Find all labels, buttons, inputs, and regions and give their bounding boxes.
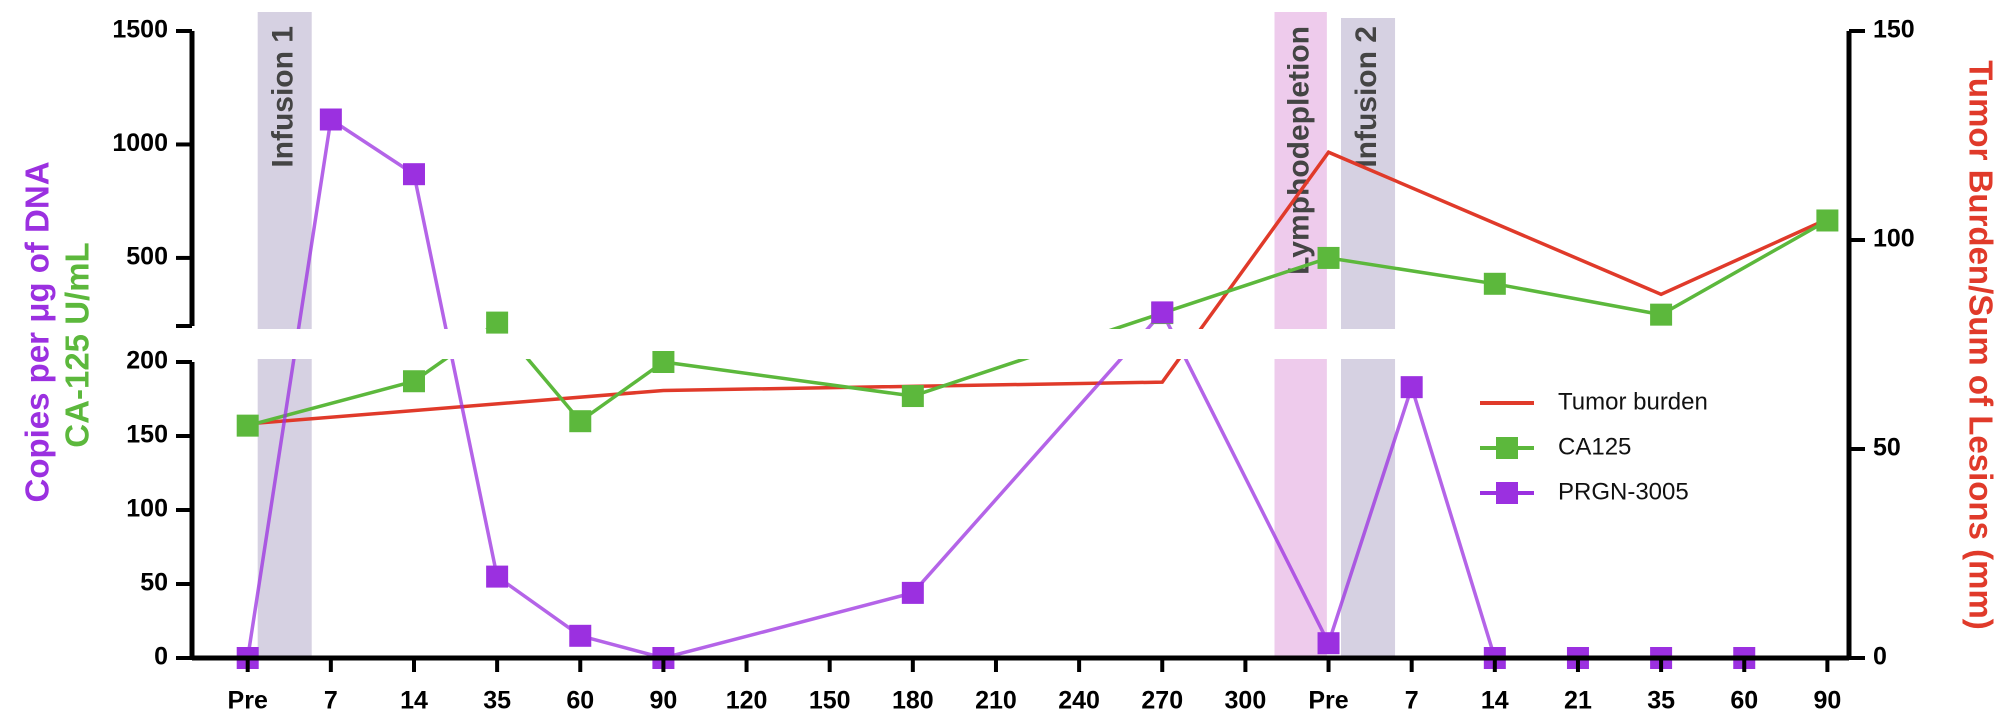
y-tick-label: 50 — [140, 569, 168, 597]
x-tick-label: 270 — [1141, 687, 1183, 715]
y-tick-label: 1000 — [112, 129, 168, 157]
x-tick-label: 14 — [400, 687, 428, 715]
marker — [236, 414, 259, 437]
y2-axis-label: Tumor Burden/Sum of Lesions (mm) — [1962, 60, 1999, 630]
x-tick-label: 7 — [1405, 687, 1419, 715]
marker — [1317, 632, 1340, 655]
y-tick-label: 0 — [154, 643, 168, 671]
marker — [1816, 209, 1839, 232]
y2-tick-label: 50 — [1873, 434, 1901, 462]
band-label: Infusion 1 — [267, 26, 300, 168]
y-tick-label: 500 — [126, 243, 168, 271]
x-tick-label: 150 — [809, 687, 851, 715]
marker — [901, 581, 924, 604]
x-tick-label: 14 — [1481, 687, 1509, 715]
marker — [569, 624, 592, 647]
x-tick-label: 180 — [892, 687, 934, 715]
marker — [319, 108, 342, 131]
y-tick-label: 1500 — [112, 16, 168, 44]
marker — [1650, 303, 1673, 326]
series-line — [245, 116, 1745, 660]
x-tick-label: 60 — [566, 687, 594, 715]
x-tick-label: 35 — [1647, 687, 1675, 715]
x-tick-label: 90 — [1813, 687, 1841, 715]
band-label: Lymphodepletion — [1283, 26, 1316, 275]
x-tick-label: 21 — [1564, 687, 1592, 715]
band-label: Infusion 2 — [1350, 26, 1383, 168]
marker — [402, 370, 425, 393]
legend-marker — [1496, 482, 1518, 504]
marker — [1317, 246, 1340, 269]
legend-marker — [1496, 437, 1518, 459]
legend-label: Tumor burden — [1558, 388, 1708, 415]
axis-break — [172, 329, 1839, 359]
legend-label: CA125 — [1558, 433, 1631, 460]
y-axis-label: Copies per μg of DNA — [19, 161, 56, 502]
marker — [402, 163, 425, 186]
marker — [1151, 301, 1174, 324]
x-tick-label: Pre — [1308, 687, 1348, 715]
marker — [652, 351, 675, 373]
x-tick-label: 90 — [650, 687, 678, 715]
x-tick-label: 240 — [1058, 687, 1100, 715]
marker — [486, 311, 509, 334]
y2-tick-label: 100 — [1873, 225, 1915, 253]
x-tick-label: 120 — [726, 687, 768, 715]
x-tick-label: 210 — [975, 687, 1017, 715]
y-tick-label: 200 — [126, 347, 168, 375]
marker — [486, 565, 509, 588]
y2-tick-label: 0 — [1873, 643, 1887, 671]
y2-tick-label: 150 — [1873, 16, 1915, 44]
marker — [1483, 272, 1506, 295]
y-axis-label: CA-125 U/mL — [59, 242, 96, 447]
marker — [901, 385, 924, 408]
x-tick-label: 60 — [1730, 687, 1758, 715]
y-tick-label: 100 — [126, 495, 168, 523]
series-line — [247, 150, 1829, 426]
x-tick-label: 35 — [483, 687, 511, 715]
marker — [569, 410, 592, 433]
x-tick-label: Pre — [228, 687, 268, 715]
y-tick-label: 150 — [126, 421, 168, 449]
marker — [1400, 376, 1423, 399]
x-tick-label: 300 — [1225, 687, 1267, 715]
legend-label: PRGN-3005 — [1558, 478, 1689, 505]
x-tick-label: 7 — [324, 687, 338, 715]
